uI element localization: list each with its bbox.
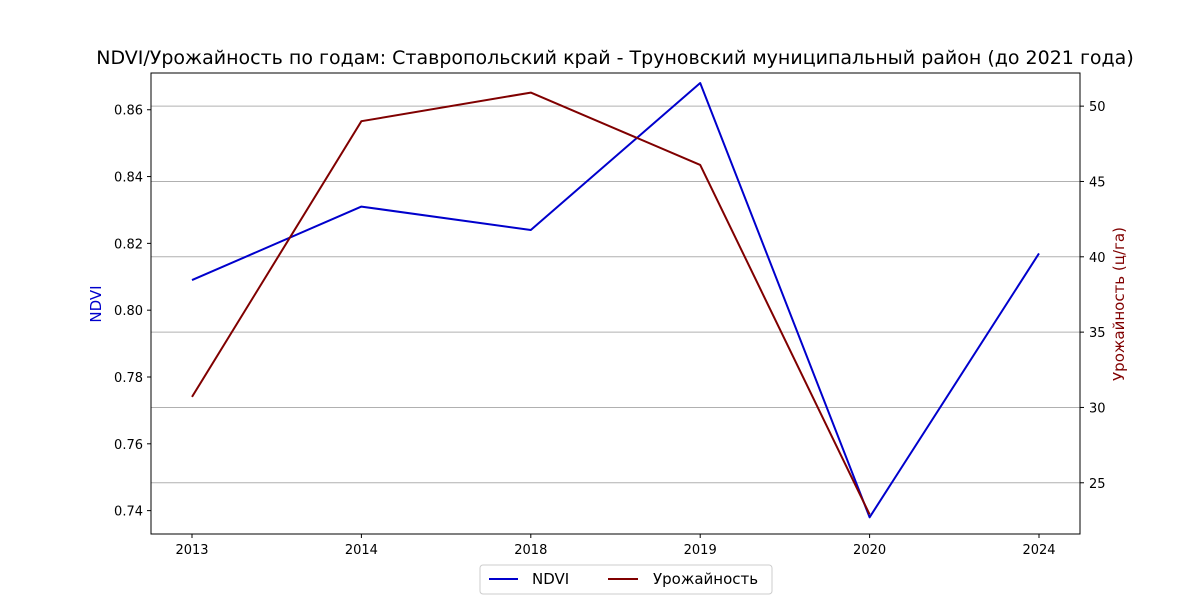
x-tick-label: 2013 bbox=[175, 543, 208, 558]
x-axis: 2013 2014 2018 2019 2020 2024 bbox=[175, 534, 1056, 558]
y-left-tick-label: 0.86 bbox=[114, 104, 143, 119]
x-tick-label: 2024 bbox=[1022, 543, 1055, 558]
series-lines bbox=[191, 82, 1040, 519]
legend-label-yield: Урожайность bbox=[653, 570, 758, 588]
y-left-tick-label: 0.76 bbox=[114, 438, 143, 453]
x-tick-label: 2018 bbox=[514, 543, 547, 558]
x-tick-label: 2014 bbox=[345, 543, 378, 558]
legend: NDVI Урожайность bbox=[479, 564, 773, 595]
y-left-tick-label: 0.78 bbox=[114, 371, 143, 386]
y-axis-left: 0.74 0.76 0.78 0.80 0.82 0.84 0.86 bbox=[114, 104, 151, 520]
x-tick-label: 2019 bbox=[684, 543, 717, 558]
grid-lines bbox=[151, 105, 1080, 484]
y-left-tick-label: 0.84 bbox=[114, 171, 143, 186]
series-line-ndvi bbox=[191, 82, 1040, 519]
y-right-tick-label: 35 bbox=[1089, 326, 1106, 341]
y-right-tick-label: 25 bbox=[1089, 477, 1106, 492]
y-right-tick-label: 50 bbox=[1089, 100, 1106, 115]
y-left-tick-label: 0.74 bbox=[114, 505, 143, 520]
y-axis-left-label: NDVI bbox=[87, 285, 105, 322]
y-left-tick-label: 0.82 bbox=[114, 237, 143, 252]
y-left-tick-label: 0.80 bbox=[114, 304, 143, 319]
x-tick-label: 2020 bbox=[853, 543, 886, 558]
y-right-tick-label: 45 bbox=[1089, 175, 1106, 190]
y-right-tick-label: 40 bbox=[1089, 251, 1106, 266]
y-axis-right-label: Урожайность (ц/га) bbox=[1110, 227, 1128, 381]
y-axis-right: 25 30 35 40 45 50 bbox=[1080, 100, 1106, 492]
plot-frame bbox=[150, 72, 1081, 535]
series-line-yield bbox=[191, 91, 871, 515]
legend-label-ndvi: NDVI bbox=[532, 570, 569, 588]
chart-title: NDVI/Урожайность по годам: Ставропольски… bbox=[96, 47, 1134, 69]
y-right-tick-label: 30 bbox=[1089, 401, 1106, 416]
